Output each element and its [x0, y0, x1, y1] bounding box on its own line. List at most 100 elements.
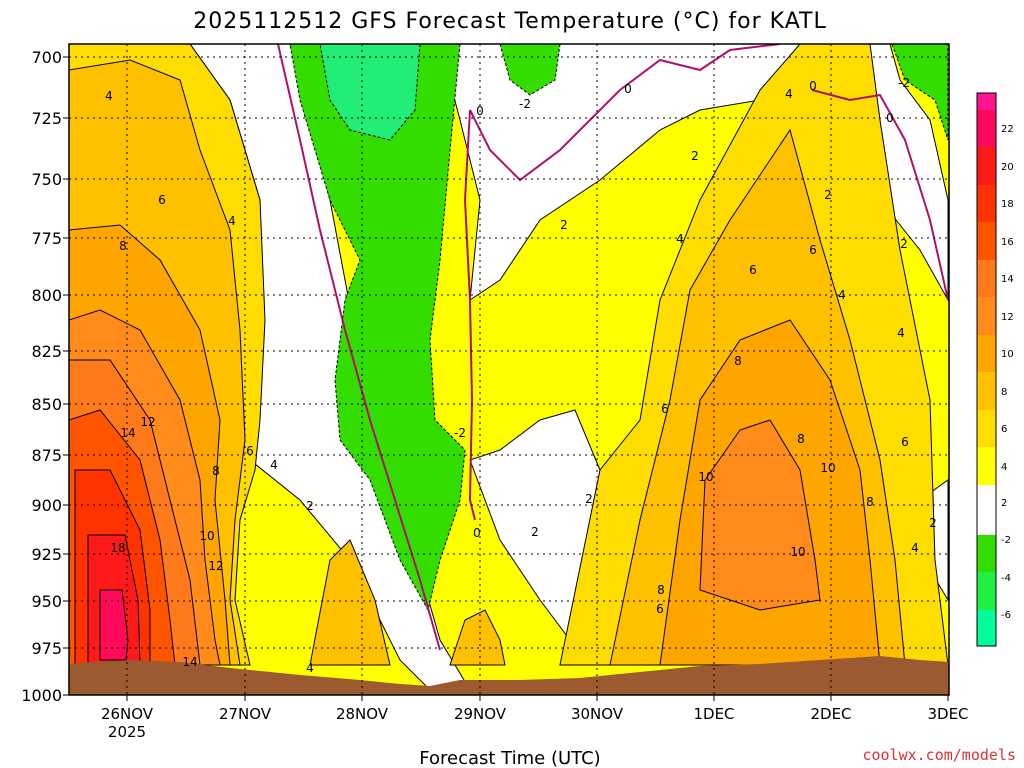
contour-label: 6: [809, 243, 817, 257]
contour-label: 10: [790, 545, 805, 559]
contour-label: 14: [120, 426, 135, 440]
contour-label: 12: [140, 415, 155, 429]
field-bump-28nov: [309, 539, 391, 666]
contour-label: 0: [473, 526, 481, 540]
colorbar-swatch: [977, 410, 996, 447]
contour-label: 4: [897, 326, 905, 340]
colorbar-labels: 22 20 18 16 14 12 10 8 6 4 2 -2 -4 -6: [1001, 124, 1014, 621]
y-tick-label: 775: [31, 229, 62, 248]
contour-label: 8: [212, 464, 220, 478]
colorbar-label: 4: [1001, 462, 1007, 473]
y-tick-label: 825: [31, 342, 62, 361]
x-axis-label: Forecast Time (UTC): [419, 748, 600, 768]
contour-label: 10: [199, 529, 214, 543]
colorbar: [976, 92, 997, 647]
contour-label: 6: [749, 263, 757, 277]
contour-label: 2: [531, 525, 539, 539]
y-tick-label: 850: [31, 395, 62, 414]
x-tick-marks: [126, 695, 949, 701]
colorbar-label: -6: [1001, 610, 1011, 621]
y-tick-label: 725: [31, 109, 62, 128]
contour-label: 6: [246, 444, 254, 458]
colorbar-label: 10: [1001, 349, 1014, 360]
contour-label: -2: [898, 76, 910, 90]
y-tick-label: 925: [31, 545, 62, 564]
x-tick-label: 27NOV: [219, 705, 272, 723]
colorbar-swatch: [977, 610, 996, 646]
y-tick-label: 1000: [21, 686, 62, 705]
temperature-field: [69, 44, 949, 695]
colorbar-label: 8: [1001, 387, 1007, 398]
contour-label: -2: [519, 97, 531, 111]
contour-labels: 4 6 8 12 14 18 10 12 14 8 6 4 4 2 2 4 -2…: [105, 76, 937, 675]
contour-label: 18: [110, 541, 125, 555]
contour-label: 8: [734, 354, 742, 368]
x-tick-label: 3DEC: [927, 705, 968, 723]
contour-label: 0: [809, 79, 817, 93]
field-bump-29nov: [449, 609, 506, 666]
credit-text: coolwx.com/models: [862, 746, 1016, 764]
contour-label: 8: [657, 583, 665, 597]
contour-label: 10: [820, 461, 835, 475]
y-tick-label: 875: [31, 446, 62, 465]
contour-label: 14: [182, 655, 197, 669]
contour-label: 6: [158, 193, 166, 207]
colorbar-swatch: [977, 572, 996, 610]
y-tick-marks: [63, 56, 69, 696]
field-right-10to12: [699, 419, 821, 611]
plot-frame: [68, 43, 950, 696]
contour-label: 8: [866, 495, 874, 509]
colorbar-swatch: [977, 93, 996, 110]
x-tick-label: 29NOV: [454, 705, 507, 723]
colorbar-label: 12: [1001, 312, 1014, 323]
grid: [69, 44, 949, 695]
contour-label: 4: [228, 214, 236, 228]
contour-label: 0: [886, 111, 894, 125]
contour-label: 2: [585, 492, 593, 506]
colorbar-label: 16: [1001, 237, 1014, 248]
contour-label: 4: [785, 87, 793, 101]
contour-label: 0: [624, 82, 632, 96]
ground-terrain: [69, 656, 949, 695]
contour-label: 6: [656, 602, 664, 616]
colorbar-swatch: [977, 260, 996, 297]
colorbar-label: 20: [1001, 162, 1014, 173]
x-tick-year: 2025: [108, 723, 146, 741]
colorbar-swatch: [977, 447, 996, 485]
field-green-far-right: [891, 44, 949, 141]
colorbar-label: -2: [1001, 535, 1011, 546]
contour-label: 2: [824, 188, 832, 202]
colorbar-swatch: [977, 110, 996, 147]
contour-label: 2: [929, 516, 937, 530]
y-tick-label: 800: [31, 286, 62, 305]
field-green-core: [319, 44, 421, 141]
contour-label: 4: [911, 541, 919, 555]
y-tick-label: 900: [31, 496, 62, 515]
contour-label: 4: [270, 458, 278, 472]
contour-label: 6: [901, 435, 909, 449]
freezing-line: [277, 44, 949, 651]
colorbar-label: 18: [1001, 199, 1014, 210]
colorbar-swatch: [977, 535, 996, 572]
colorbar-swatch: [977, 222, 996, 260]
contour-label: 2: [691, 149, 699, 163]
x-tick-labels: 26NOV 27NOV 28NOV 29NOV 30NOV 1DEC 2DEC …: [101, 705, 969, 741]
colorbar-label: 22: [1001, 124, 1014, 135]
contour-label: 4: [306, 661, 314, 675]
colorbar-label: 14: [1001, 274, 1014, 285]
y-tick-label: 975: [31, 639, 62, 658]
contour-label: 4: [838, 288, 846, 302]
chart-title: 2025112512 GFS Forecast Temperature (°C)…: [193, 9, 827, 34]
contour-label: 2: [306, 499, 314, 513]
x-tick-label: 1DEC: [693, 705, 734, 723]
colorbar-label: -4: [1001, 573, 1011, 584]
colorbar-swatch: [977, 485, 996, 535]
contour-label: 8: [119, 239, 127, 253]
contour-label: 10: [698, 470, 713, 484]
contour-label: 4: [676, 232, 684, 246]
contour-label: 12: [208, 559, 223, 573]
contour-label: 2: [560, 218, 568, 232]
colorbar-swatch: [977, 185, 996, 222]
contour-label: 8: [797, 432, 805, 446]
